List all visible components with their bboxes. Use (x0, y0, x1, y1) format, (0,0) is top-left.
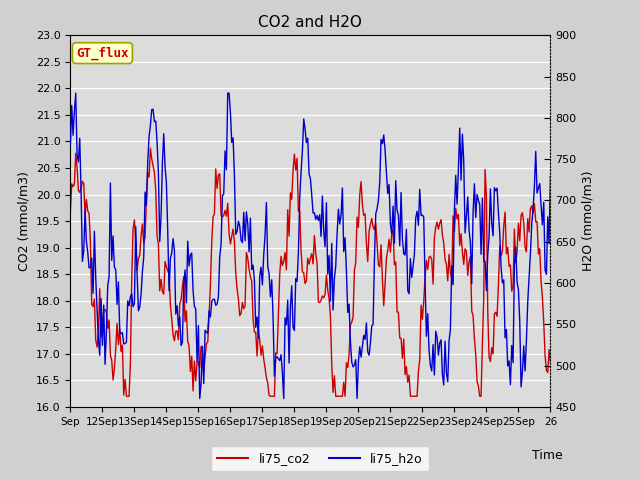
Y-axis label: CO2 (mmol/m3): CO2 (mmol/m3) (17, 171, 30, 271)
Text: Time: Time (532, 449, 563, 462)
Text: GT_flux: GT_flux (76, 47, 129, 60)
Title: CO2 and H2O: CO2 and H2O (259, 15, 362, 30)
Legend: li75_co2, li75_h2o: li75_co2, li75_h2o (211, 446, 429, 471)
Y-axis label: H2O (mmol/m3): H2O (mmol/m3) (582, 171, 595, 271)
